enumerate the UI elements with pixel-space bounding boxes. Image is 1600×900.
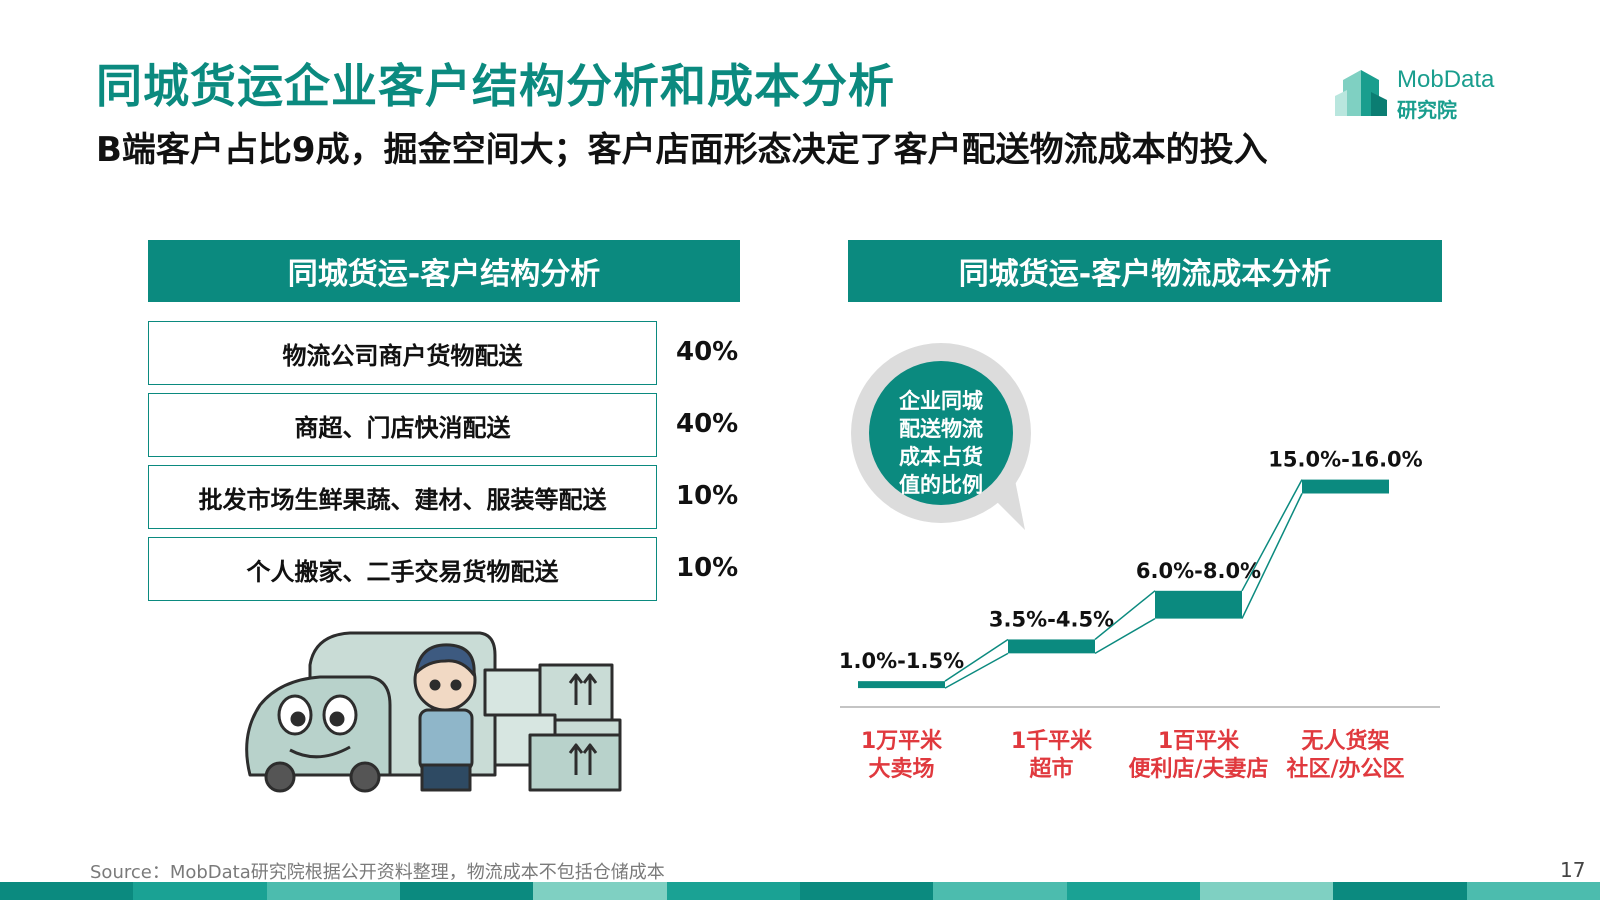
cost-value-label: 15.0%-16.0% [1268, 448, 1422, 472]
page-title: 同城货运企业客户结构分析和成本分析 [96, 59, 895, 113]
cost-range-bar [1155, 590, 1242, 619]
connector-line [1094, 617, 1156, 654]
logo-buildings-icon [1335, 70, 1387, 116]
category-label: 1百平米 [1158, 729, 1240, 754]
mobdata-logo: MobData 研究院 [1335, 60, 1535, 122]
category-label: 无人货架 [1301, 728, 1389, 754]
category-label: 便利店/夫妻店 [1128, 756, 1268, 782]
category-label: 1千平米 [1011, 729, 1093, 754]
delivery-illustration [245, 631, 622, 793]
customer-row-label: 物流公司商户货物配送 [148, 321, 657, 385]
footer-stripe [0, 882, 1600, 900]
connector-line [1094, 590, 1156, 641]
cost-range-bar [858, 681, 945, 689]
customer-structure-heading: 同城货运-客户结构分析 [148, 240, 740, 302]
customer-row-percent: 10% [676, 481, 739, 511]
connector-line [1241, 493, 1303, 619]
category-label: 社区/办公区 [1286, 756, 1404, 782]
cost-range-bar [1008, 639, 1095, 654]
bubble-line: 配送物流 [899, 417, 983, 441]
cost-value-label: 3.5%-4.5% [989, 607, 1114, 631]
cost-range-bar [1302, 479, 1389, 494]
category-label: 1万平米 [861, 729, 943, 754]
connector-line [944, 638, 1009, 682]
bubble-line: 成本占货 [899, 445, 983, 469]
customer-row-percent: 40% [676, 409, 739, 439]
category-label: 大卖场 [868, 756, 934, 782]
logistics-cost-heading: 同城货运-客户物流成本分析 [848, 240, 1442, 302]
bubble-line: 企业同城 [898, 389, 983, 413]
cost-value-label: 6.0%-8.0% [1136, 559, 1261, 583]
source-note: Source：MobData研究院根据公开资料整理，物流成本不包括仓储成本 [90, 862, 665, 883]
cost-ratio-bubble: 企业同城 配送物流 成本占货 值的比例 [851, 343, 1031, 530]
page-subtitle: B端客户占比9成，掘金空间大；客户店面形态决定了客户配送物流成本的投入 [96, 130, 1268, 170]
cost-value-label: 1.0%-1.5% [840, 649, 964, 673]
customer-row-label: 批发市场生鲜果蔬、建材、服装等配送 [148, 465, 657, 529]
logo-sub: 研究院 [1397, 98, 1457, 122]
category-label: 超市 [1029, 756, 1073, 782]
customer-row-label: 个人搬家、二手交易货物配送 [148, 537, 657, 601]
logo-name: MobData [1397, 66, 1495, 93]
customer-row-percent: 10% [676, 553, 739, 583]
connector-line [1241, 479, 1303, 592]
customer-row-percent: 40% [676, 337, 739, 367]
bubble-line: 值的比例 [899, 473, 983, 497]
page-number: 17 [1560, 858, 1586, 882]
customer-row-label: 商超、门店快消配送 [148, 393, 657, 457]
connector-line [944, 652, 1009, 689]
